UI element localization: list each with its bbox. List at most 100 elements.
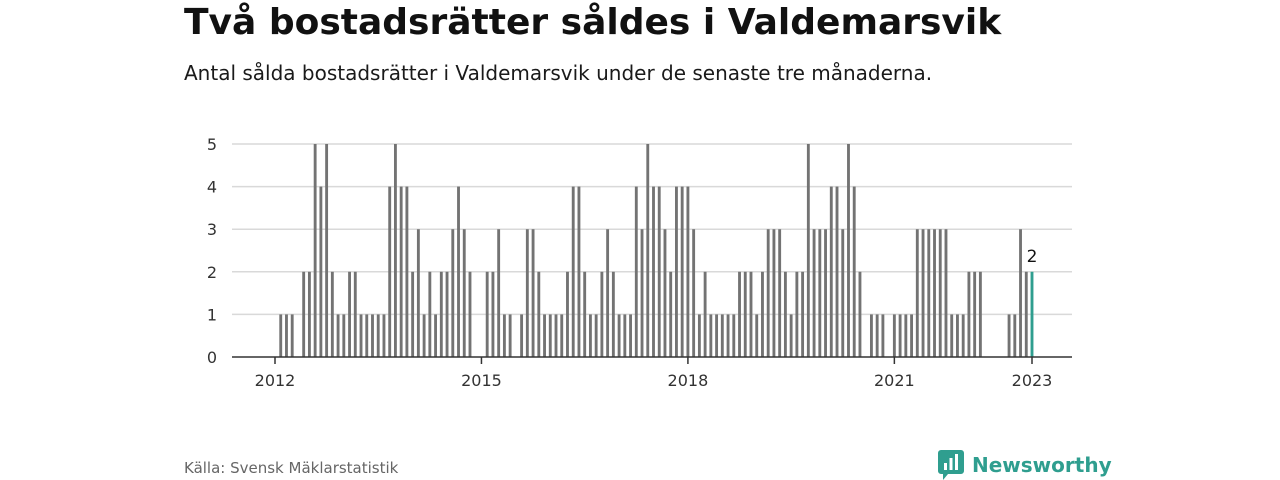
bar — [594, 314, 598, 357]
bar — [285, 314, 288, 357]
bar — [743, 271, 747, 357]
bar — [761, 271, 764, 357]
bar — [336, 314, 340, 357]
bar — [921, 229, 925, 357]
bar — [611, 271, 615, 357]
bar — [1007, 314, 1011, 357]
bar — [858, 271, 862, 357]
bar — [927, 229, 931, 357]
bar — [617, 314, 621, 357]
bar — [703, 271, 707, 357]
bar — [428, 271, 432, 357]
bar — [847, 144, 850, 357]
bar — [933, 229, 936, 357]
bar — [606, 229, 610, 357]
x-tick-label: 2015 — [461, 371, 502, 390]
bar — [978, 271, 982, 357]
bar — [457, 186, 460, 357]
x-tick-label: 2012 — [255, 371, 296, 390]
bar — [583, 271, 587, 357]
bar — [950, 314, 954, 357]
bar-chart-speech-bubble-icon — [938, 450, 964, 480]
bar — [302, 271, 306, 357]
y-tick-label: 5 — [207, 135, 217, 154]
chart-subtitle: Antal sålda bostadsrätter i Valdemarsvik… — [184, 61, 933, 85]
bar — [812, 229, 816, 357]
y-tick-label: 2 — [207, 263, 217, 282]
bar — [560, 314, 564, 357]
bar — [313, 144, 317, 357]
bar — [543, 314, 546, 357]
bar — [1024, 271, 1028, 357]
bar — [416, 229, 420, 357]
y-tick-label: 1 — [207, 305, 217, 324]
bar — [824, 229, 827, 357]
bar — [502, 314, 506, 357]
bar — [715, 314, 719, 357]
bar — [342, 314, 346, 357]
bar — [388, 186, 392, 357]
bar — [783, 271, 787, 357]
bar — [290, 314, 294, 357]
bar — [657, 186, 661, 357]
bar-chart: 0 1 2 3 4 5 2012 2015 2018 2021 2023 2 — [207, 135, 1072, 390]
bar — [755, 314, 759, 357]
bar — [491, 271, 495, 357]
bar — [778, 229, 782, 357]
x-tick-label: 2018 — [668, 371, 709, 390]
y-tick-label: 4 — [207, 178, 217, 197]
bar — [669, 271, 673, 357]
bar — [801, 271, 805, 357]
bar — [359, 314, 363, 357]
bar — [588, 314, 592, 357]
y-tick-label: 3 — [207, 220, 217, 239]
bar — [818, 229, 822, 357]
bar — [720, 314, 724, 357]
bar — [520, 314, 524, 357]
bar — [892, 314, 896, 357]
bar — [697, 314, 701, 357]
bar — [353, 271, 357, 357]
bar — [279, 314, 283, 357]
bar — [307, 271, 311, 357]
bar — [852, 186, 856, 357]
bar — [829, 186, 833, 357]
bar — [795, 271, 799, 357]
y-tick-label: 0 — [207, 348, 217, 367]
bar — [652, 186, 655, 357]
bar — [537, 271, 541, 357]
bar — [910, 314, 914, 357]
bar — [571, 186, 575, 357]
bars — [279, 144, 1034, 357]
bar — [646, 144, 650, 357]
bar — [1013, 314, 1017, 357]
bar — [915, 229, 919, 357]
bar — [497, 229, 501, 357]
bar — [956, 314, 959, 357]
bar — [405, 186, 409, 357]
bar — [629, 314, 632, 357]
bar — [376, 314, 380, 357]
bar — [973, 271, 977, 357]
bar — [904, 314, 908, 357]
bar — [525, 229, 529, 357]
bar — [411, 271, 415, 357]
bar — [399, 186, 403, 357]
bar — [600, 271, 604, 357]
bar — [462, 229, 466, 357]
bar — [835, 186, 839, 357]
bar — [806, 144, 810, 357]
bar — [439, 271, 443, 357]
bar — [749, 271, 753, 357]
bar — [382, 314, 386, 357]
x-tick-label: 2023 — [1012, 371, 1053, 390]
bar — [348, 271, 351, 357]
bar — [732, 314, 736, 357]
bar — [451, 229, 455, 357]
bar — [422, 314, 426, 357]
bar — [1019, 229, 1022, 357]
x-tick-label: 2021 — [874, 371, 915, 390]
chart-title: Två bostadsrätter såldes i Valdemarsvik — [184, 2, 1002, 43]
bar — [881, 314, 885, 357]
bar — [772, 229, 776, 357]
